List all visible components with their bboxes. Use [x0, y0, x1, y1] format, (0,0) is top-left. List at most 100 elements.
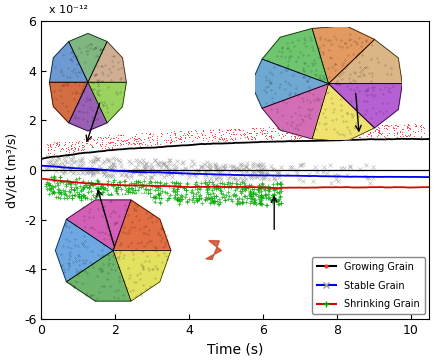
Point	[231, 188, 238, 193]
Point	[188, 197, 195, 203]
Point	[262, 132, 269, 138]
Point	[237, 132, 243, 138]
Point	[238, 186, 245, 192]
Point	[83, 140, 90, 146]
Point	[145, 137, 152, 143]
Point	[66, 181, 73, 186]
Point	[256, 194, 263, 200]
Point	[210, 198, 217, 203]
Point	[401, 133, 408, 139]
Point	[382, 125, 389, 131]
Point	[51, 175, 58, 181]
Point	[70, 159, 77, 165]
Point	[140, 165, 147, 171]
Point	[80, 136, 87, 142]
Point	[223, 181, 230, 187]
Point	[203, 187, 210, 193]
Point	[46, 181, 53, 186]
Point	[59, 147, 66, 152]
Point	[260, 164, 267, 170]
Point	[236, 181, 243, 187]
Point	[178, 196, 185, 202]
Point	[227, 135, 234, 141]
Point	[226, 136, 233, 142]
Point	[131, 142, 138, 147]
Point	[106, 132, 113, 138]
Point	[84, 168, 91, 174]
Point	[115, 194, 122, 200]
Point	[417, 122, 424, 128]
Point	[322, 126, 329, 132]
Point	[63, 181, 70, 186]
Point	[80, 192, 87, 198]
Point	[178, 134, 184, 140]
Point	[185, 174, 192, 180]
Point	[266, 196, 273, 202]
Point	[264, 195, 271, 201]
Point	[132, 138, 139, 144]
Point	[94, 156, 101, 162]
Point	[88, 181, 95, 187]
Point	[122, 140, 129, 146]
Point	[246, 172, 253, 178]
Point	[60, 165, 67, 171]
Point	[47, 144, 54, 150]
Point	[182, 187, 189, 193]
Point	[67, 143, 74, 149]
Point	[166, 139, 173, 145]
Point	[130, 193, 137, 199]
Point	[131, 168, 138, 174]
Point	[229, 167, 236, 173]
Point	[220, 185, 227, 190]
Point	[162, 139, 169, 144]
Point	[96, 191, 103, 197]
Point	[191, 184, 198, 190]
Point	[213, 166, 220, 172]
Point	[113, 197, 120, 203]
Point	[327, 133, 334, 139]
Point	[46, 143, 53, 148]
Point	[367, 125, 374, 131]
Point	[170, 187, 177, 193]
Point	[418, 124, 425, 130]
Point	[158, 189, 165, 194]
Point	[151, 186, 158, 192]
Point	[212, 183, 219, 189]
Point	[255, 183, 262, 189]
Point	[223, 127, 230, 133]
Point	[251, 135, 258, 140]
Point	[190, 161, 197, 167]
Point	[74, 148, 81, 153]
Point	[237, 162, 243, 168]
Point	[47, 142, 54, 148]
Point	[366, 129, 373, 135]
Point	[250, 169, 256, 175]
Point	[178, 167, 185, 173]
Point	[261, 188, 268, 193]
Point	[49, 163, 56, 169]
Point	[218, 135, 225, 141]
Point	[153, 142, 160, 147]
Point	[58, 160, 65, 166]
Point	[148, 184, 155, 189]
Point	[181, 165, 188, 171]
Point	[171, 182, 178, 188]
Point	[339, 124, 345, 130]
Point	[66, 189, 73, 195]
Point	[73, 179, 80, 185]
Point	[273, 197, 280, 203]
Point	[94, 177, 101, 183]
Point	[216, 185, 223, 190]
Point	[157, 164, 164, 169]
Point	[269, 126, 276, 131]
Point	[246, 188, 253, 194]
Point	[251, 191, 258, 197]
Point	[188, 132, 195, 138]
Point	[158, 133, 164, 139]
Point	[108, 168, 115, 173]
Point	[361, 124, 368, 130]
Point	[59, 188, 66, 193]
Point	[260, 194, 266, 199]
Point	[188, 159, 195, 164]
Point	[112, 140, 118, 146]
